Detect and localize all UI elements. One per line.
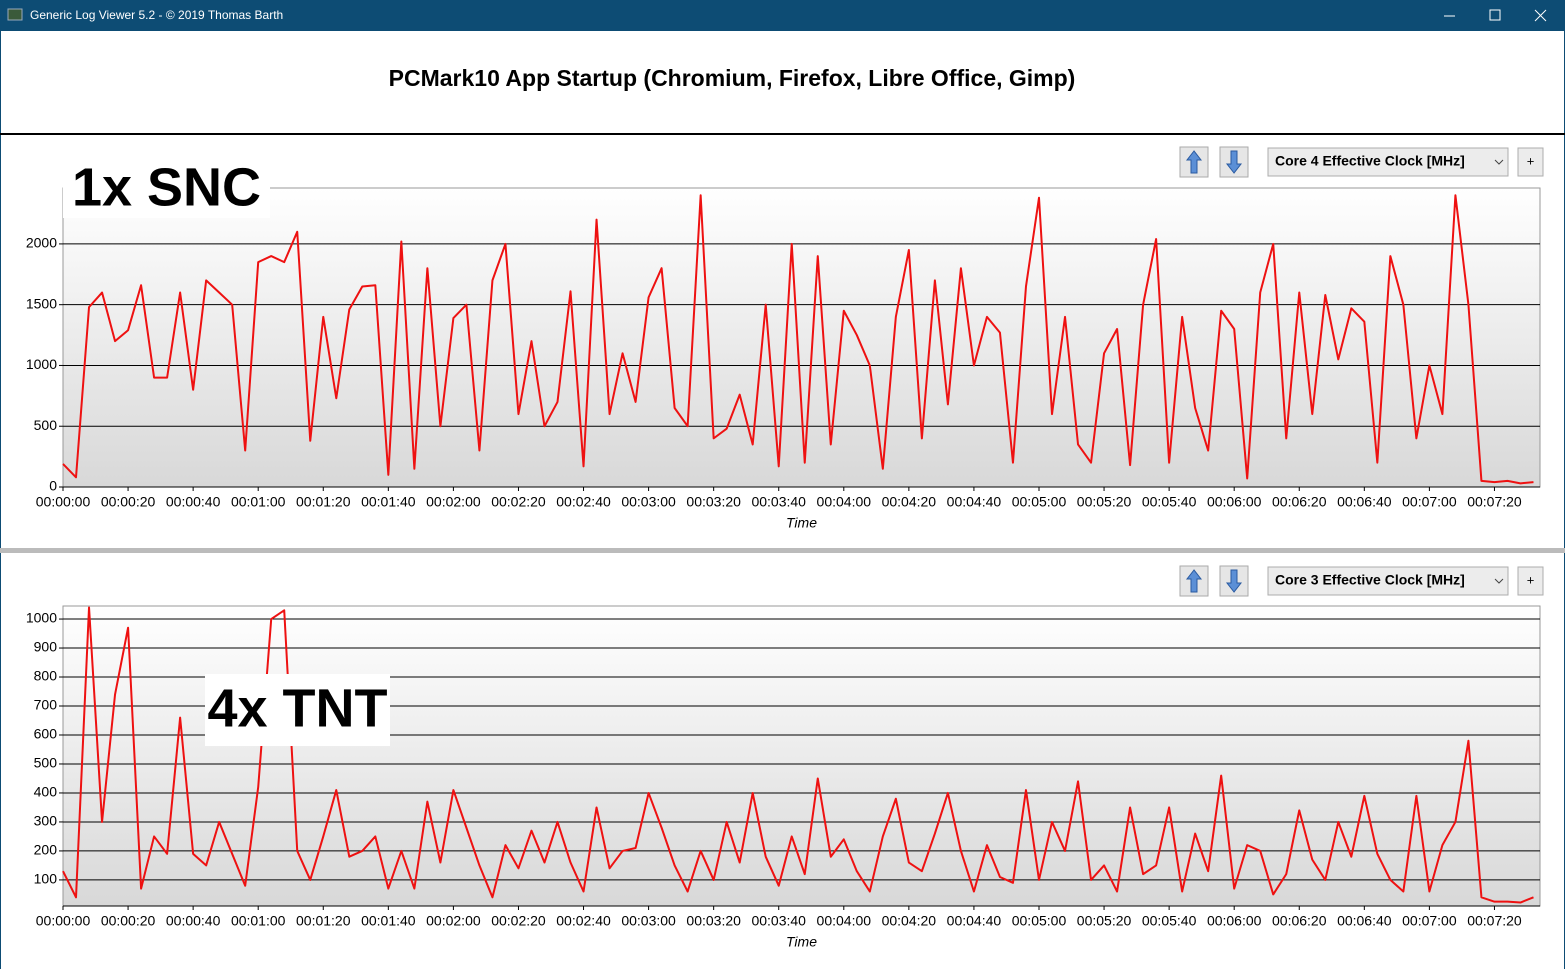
x-tick-label: 00:00:20 [101,494,156,510]
x-tick-label: 00:01:20 [296,913,351,929]
x-tick-label: 00:02:40 [556,494,611,510]
x-tick-label: 00:05:40 [1142,494,1197,510]
x-axis-label: Time [786,515,817,531]
y-tick-label: 2000 [26,235,57,251]
x-tick-label: 00:06:00 [1207,913,1262,929]
annotation: 1x SNC [72,157,261,217]
splitter[interactable] [0,548,1565,553]
title-bar [0,0,1565,31]
x-tick-label: 00:02:40 [556,913,611,929]
x-tick-label: 00:04:40 [947,494,1002,510]
x-tick-label: 00:04:00 [817,494,872,510]
x-tick-label: 00:07:20 [1467,913,1522,929]
y-tick-label: 0 [49,478,57,494]
dropdown-chevron [1494,578,1504,584]
x-tick-label: 00:01:20 [296,494,351,510]
x-tick-label: 00:05:00 [1012,913,1067,929]
x-tick-label: 00:03:00 [621,494,676,510]
x-tick-label: 00:00:20 [101,913,156,929]
annotation-box [205,674,390,746]
maximize-button[interactable] [1489,9,1501,21]
x-tick-label: 00:05:40 [1142,913,1197,929]
plot-area [62,605,1541,907]
add-button-label: + [1527,153,1535,168]
x-tick-label: 00:06:20 [1272,494,1327,510]
x-tick-label: 00:00:00 [36,494,91,510]
x-tick-label: 00:07:00 [1402,494,1457,510]
x-tick-label: 00:05:00 [1012,494,1067,510]
x-tick-label: 00:06:00 [1207,494,1262,510]
x-tick-label: 00:06:40 [1337,494,1392,510]
x-tick-label: 00:00:00 [36,913,91,929]
y-tick-label: 700 [34,697,58,713]
add-button-label: + [1527,572,1535,587]
y-tick-label: 600 [34,726,58,742]
x-tick-label: 00:07:00 [1402,913,1457,929]
x-tick-label: 00:03:00 [621,913,676,929]
x-tick-label: 00:05:20 [1077,913,1132,929]
x-tick-label: 00:01:40 [361,913,416,929]
y-tick-label: 300 [34,813,58,829]
x-tick-label: 00:00:40 [166,913,221,929]
chart-panel: Core 4 Effective Clock [MHz] +0 500 1000 150… [26,146,1544,531]
header-title: PCMark10 App Startup (Chromium, Firefox,… [389,65,1076,91]
down-arrow-icon [1225,150,1243,174]
x-tick-label: 00:07:20 [1467,494,1522,510]
x-axis-label: Time [786,934,817,950]
x-tick-label: 00:01:00 [231,913,286,929]
x-tick-label: 00:05:20 [1077,494,1132,510]
y-tick-label: 400 [34,784,58,800]
x-tick-label: 00:03:20 [686,913,741,929]
series-dropdown-label: Core 3 Effective Clock [MHz] [1275,572,1465,588]
y-tick-label: 900 [34,639,58,655]
y-tick-label: 1500 [26,295,57,311]
y-tick-label: 1000 [26,610,57,626]
series-dropdown-label: Core 4 Effective Clock [MHz] [1275,153,1465,169]
y-tick-label: 1000 [26,356,57,372]
series-dropdown[interactable] [1267,147,1509,177]
dropdown-chevron [1494,159,1504,165]
x-tick-label: 00:02:00 [426,494,481,510]
x-tick-label: 00:04:20 [882,494,937,510]
header-separator [0,133,1565,135]
series-line [62,194,1534,485]
y-tick-label: 500 [34,417,58,433]
add-button[interactable] [1517,566,1544,596]
x-tick-label: 00:03:20 [686,494,741,510]
y-tick-label: 200 [34,842,58,858]
annotation-box [63,160,270,218]
x-tick-label: 00:03:40 [751,913,806,929]
x-tick-label: 00:06:40 [1337,913,1392,929]
annotation: 4x TNT [207,678,387,738]
plot-area [62,187,1541,488]
y-tick-label: 500 [34,755,58,771]
window-border [0,31,1,969]
x-tick-label: 00:00:40 [166,494,221,510]
down-arrow-icon [1225,569,1243,593]
up-arrow-icon [1185,150,1203,174]
add-button[interactable] [1517,147,1544,177]
x-tick-label: 00:04:00 [817,913,872,929]
series-dropdown[interactable] [1267,566,1509,596]
x-tick-label: 00:01:00 [231,494,286,510]
x-tick-label: 00:02:20 [491,913,546,929]
y-tick-label: 800 [34,668,58,684]
series-line [62,606,1534,904]
x-tick-label: 00:03:40 [751,494,806,510]
app-icon [7,8,23,21]
x-tick-label: 00:04:40 [947,913,1002,929]
y-tick-label: 100 [34,871,58,887]
x-tick-label: 00:02:00 [426,913,481,929]
up-arrow-icon [1185,569,1203,593]
close-button[interactable] [1534,9,1547,22]
x-tick-label: 00:02:20 [491,494,546,510]
x-tick-label: 00:01:40 [361,494,416,510]
chart-panel: Core 3 Effective Clock [MHz] +100 200 300 40… [26,565,1544,950]
window-title: Generic Log Viewer 5.2 - © 2019 Thomas B… [30,8,283,22]
x-tick-label: 00:06:20 [1272,913,1327,929]
x-tick-label: 00:04:20 [882,913,937,929]
